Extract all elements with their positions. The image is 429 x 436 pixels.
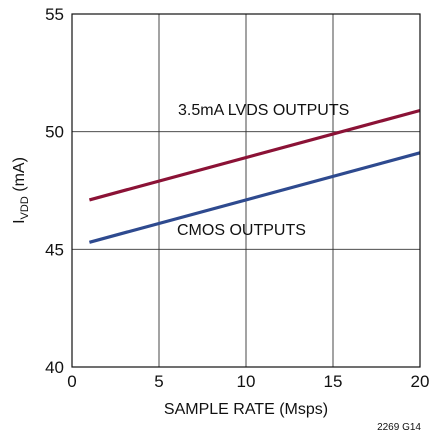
x-tick-label: 20 (411, 372, 429, 391)
y-tick-label: 50 (45, 123, 64, 142)
figure-id: 2269 G14 (377, 422, 421, 433)
plot-frame (71, 13, 421, 368)
x-tick-labels: 0 5 10 15 20 (67, 372, 429, 391)
x-tick-label: 15 (324, 372, 343, 391)
y-axis-title-subscript: VDD (19, 196, 31, 219)
x-tick-label: 5 (154, 372, 163, 391)
y-axis-title: IVDD (mA) (11, 157, 31, 224)
y-axis-title-unit: (mA) (11, 157, 28, 196)
x-axis-title: SAMPLE RATE (Msps) (164, 401, 328, 418)
y-axis-title-main: I (11, 219, 28, 223)
series-label-lvds: 3.5mA LVDS OUTPUTS (178, 102, 349, 119)
y-tick-label: 40 (45, 358, 64, 377)
y-tick-labels: 40 45 50 55 (45, 5, 64, 377)
series-lines (88, 108, 421, 244)
x-tick-label: 0 (67, 372, 76, 391)
series-line-lvds (88, 108, 421, 202)
grid-lines (72, 14, 420, 367)
x-tick-label: 10 (237, 372, 256, 391)
series-line-cmos (88, 151, 421, 244)
series-label-cmos: CMOS OUTPUTS (177, 222, 306, 239)
y-tick-label: 45 (45, 240, 64, 259)
y-tick-label: 55 (45, 5, 64, 24)
